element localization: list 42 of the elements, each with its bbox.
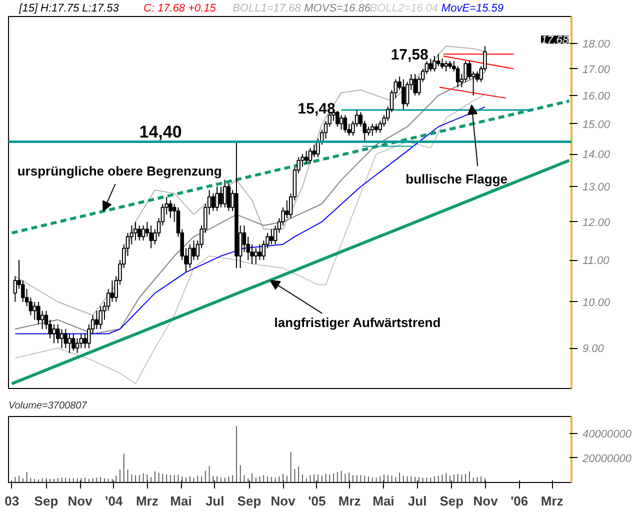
x-tick-label: Sep bbox=[440, 494, 464, 508]
y-tick-label: 18.00 bbox=[582, 38, 611, 51]
text: MovE=15.59 bbox=[441, 2, 504, 14]
chart-title: Volume=3700807 bbox=[8, 400, 88, 412]
ref-line-label: 14,40 bbox=[139, 122, 182, 142]
x-tick-label: Mrz bbox=[136, 494, 159, 508]
x-tick-label: '06 bbox=[510, 494, 528, 508]
y-tick-label: 14.00 bbox=[582, 149, 611, 162]
y-tick-label: 11.00 bbox=[582, 255, 610, 268]
text: MOVS=16.86 bbox=[304, 2, 372, 14]
annotation: 17,58 bbox=[390, 46, 428, 64]
x-tick-label: Jul bbox=[408, 494, 427, 508]
y-tick-label: 40000000 bbox=[582, 428, 632, 440]
x-tick-label: Nov bbox=[270, 494, 296, 508]
annotation: 15,48 bbox=[298, 100, 336, 118]
text: BOLL1=17.68 bbox=[232, 2, 302, 14]
y-tick-label: 17.00 bbox=[582, 64, 611, 76]
x-tick-label: Mrz bbox=[338, 494, 362, 508]
y-tick-label: 15.00 bbox=[582, 118, 611, 131]
y-tick-label: 9.00 bbox=[582, 343, 605, 356]
x-tick-label: '04 bbox=[105, 494, 124, 508]
chart-title: [15] H:17.75 L:17.53 bbox=[18, 2, 120, 14]
annotation: langfristiger Aufwärtstrend bbox=[274, 314, 441, 330]
chart-subtitle: C: 17.68 +0.15 bbox=[143, 2, 217, 14]
y-tick-label: 13.00 bbox=[582, 182, 611, 194]
x-tick-label: Sep bbox=[237, 494, 262, 508]
x-tick-label: Sep bbox=[34, 494, 58, 508]
y-tick-label: 16.00 bbox=[582, 90, 611, 102]
text: BOLL2=16.04 bbox=[370, 2, 438, 14]
y-tick-label: 12.00 bbox=[582, 216, 611, 229]
annotation: bullische Flagge bbox=[406, 172, 508, 187]
x-tick-label: Mrz bbox=[540, 494, 564, 508]
x-tick-label: Nov bbox=[68, 494, 94, 508]
annotation: ursprüngliche obere Begrenzung bbox=[17, 163, 222, 178]
x-tick-label: Nov bbox=[473, 494, 499, 508]
x-tick-label: 03 bbox=[4, 494, 20, 508]
y-tick-label: 20000000 bbox=[582, 452, 632, 465]
y-tick-label: 10.00 bbox=[582, 296, 611, 309]
x-tick-label: Jul bbox=[205, 494, 224, 508]
x-tick-label: Mai bbox=[170, 494, 192, 508]
x-tick-label: Mai bbox=[372, 494, 394, 508]
x-tick-label: '05 bbox=[308, 494, 326, 508]
